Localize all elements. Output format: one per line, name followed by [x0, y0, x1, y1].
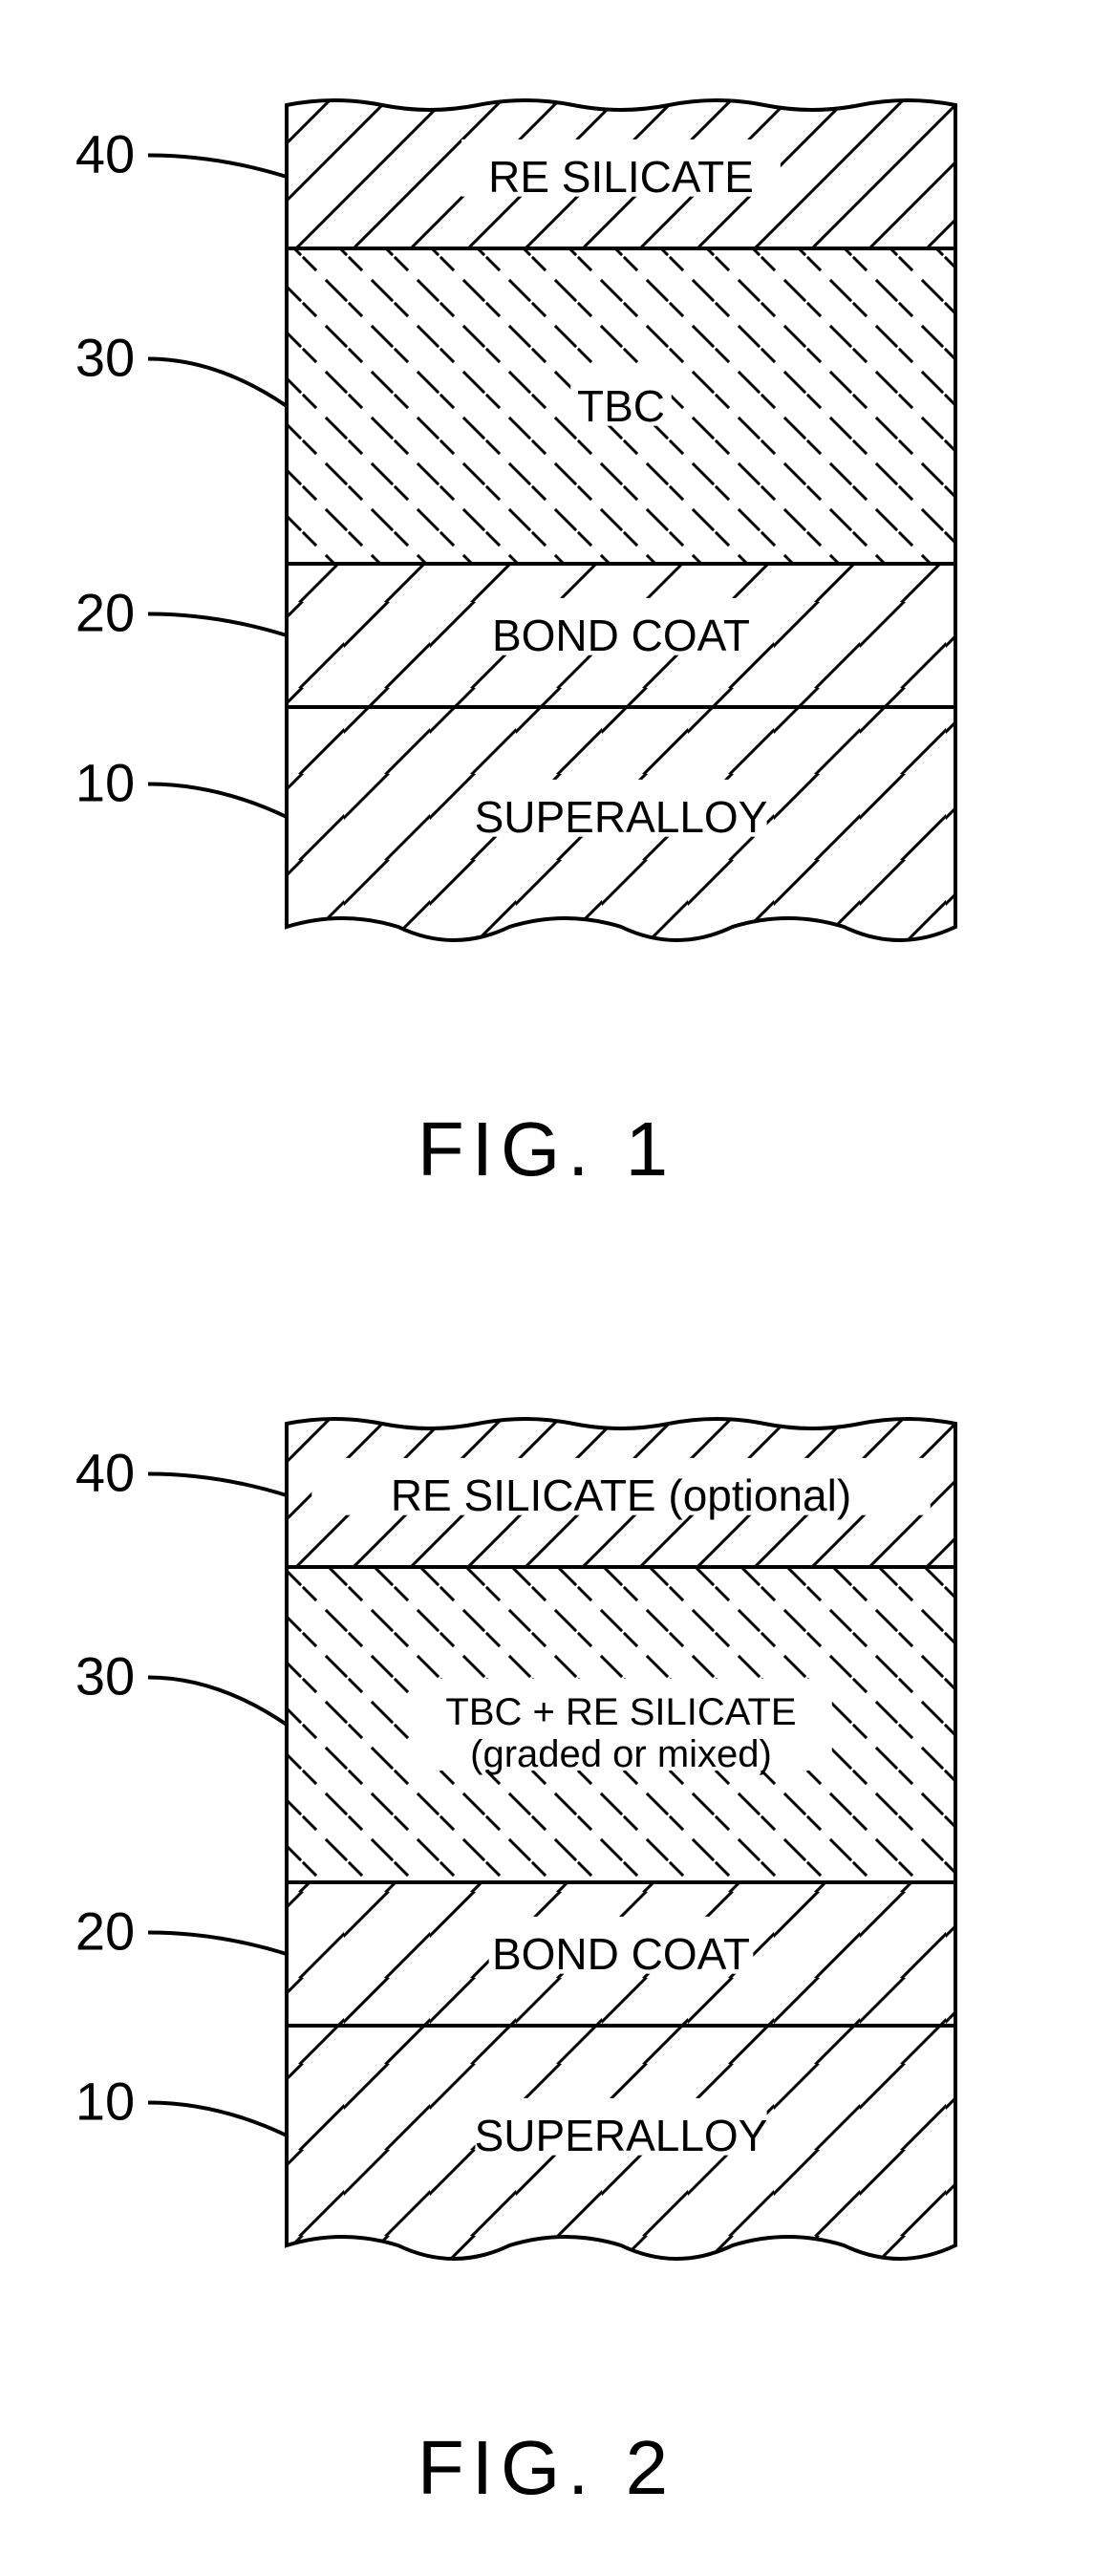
ref-label-40: 40: [75, 1443, 135, 1503]
leader-10: [148, 2103, 287, 2136]
ref-label-40: 40: [75, 124, 135, 184]
layer-label-10: SUPERALLOY: [475, 792, 768, 842]
layer-sublabel-30: (graded or mixed): [470, 1733, 772, 1775]
fig1-caption: FIG. 1: [418, 1106, 675, 1191]
layer-label-40: RE SILICATE: [488, 152, 754, 202]
layer-label-30: TBC: [577, 381, 665, 431]
fig2-caption: FIG. 2: [418, 2425, 675, 2510]
layer-label-20: BOND COAT: [492, 1929, 750, 1979]
leader-20: [148, 614, 287, 636]
leader-40: [148, 156, 287, 178]
ref-label-30: 30: [75, 1646, 135, 1707]
leader-20: [148, 1933, 287, 1955]
leader-30: [148, 1678, 287, 1726]
ref-label-10: 10: [75, 2072, 135, 2132]
fig2: RE SILICATE (optional) 40 TBC + RE SILICAT…: [75, 1419, 955, 2510]
figure-canvas: RE SILICATE 40 TBC 30 BOND COAT 20 SUPERALLOY 1…: [0, 0, 1093, 2576]
leader-10: [148, 784, 287, 818]
fig1: RE SILICATE 40 TBC 30 BOND COAT 20 SUPERALLOY 1…: [75, 100, 955, 1191]
ref-label-30: 30: [75, 328, 135, 388]
leader-40: [148, 1474, 287, 1496]
layer-label-10: SUPERALLOY: [475, 2111, 768, 2160]
ref-label-20: 20: [75, 583, 135, 643]
ref-label-20: 20: [75, 1901, 135, 1962]
leader-30: [148, 359, 287, 407]
ref-label-10: 10: [75, 753, 135, 813]
layer-label-30: TBC + RE SILICATE: [445, 1691, 796, 1733]
layer-label-40: RE SILICATE (optional): [391, 1470, 851, 1520]
layer-label-20: BOND COAT: [492, 611, 750, 660]
